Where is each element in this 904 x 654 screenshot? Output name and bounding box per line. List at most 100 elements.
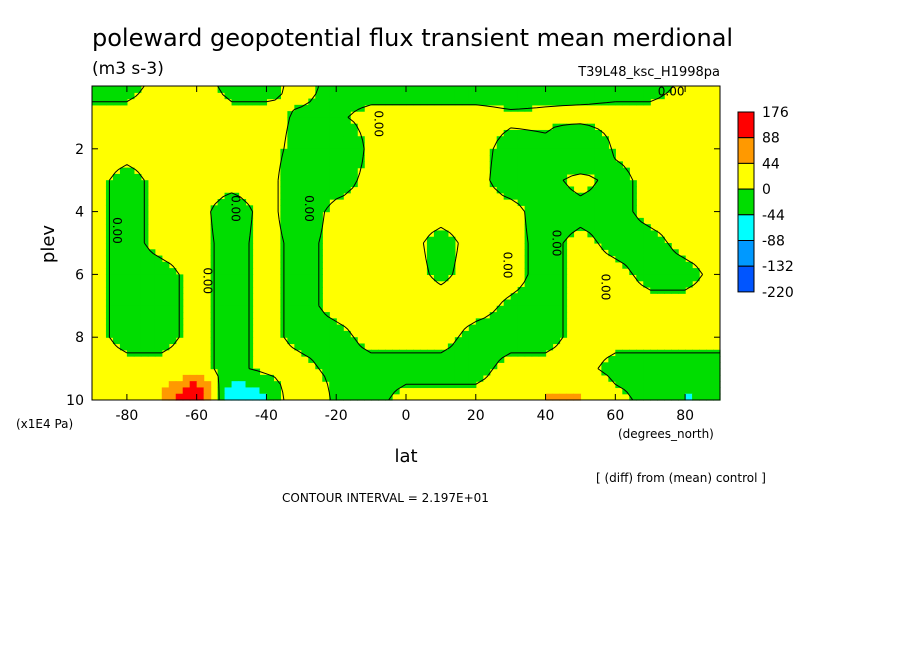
field-cell: [475, 86, 484, 93]
field-cell: [559, 224, 568, 232]
field-cell: [238, 92, 247, 100]
field-cell: [447, 236, 456, 244]
field-cell: [496, 312, 505, 319]
x-tick-label: -40: [255, 408, 278, 424]
field-cell: [343, 381, 351, 389]
field-cell: [685, 261, 693, 269]
field-cell: [357, 161, 365, 169]
field-cell: [238, 274, 247, 282]
field-cell: [343, 117, 351, 125]
field-cell: [224, 305, 233, 313]
field-cell: [357, 86, 365, 93]
field-cell: [217, 381, 226, 389]
field-cell: [580, 129, 589, 137]
field-cell: [524, 205, 533, 213]
field-cell: [112, 205, 121, 213]
field-cell: [538, 274, 547, 282]
field-cell: [447, 349, 456, 357]
field-cell: [545, 393, 554, 401]
field-cell: [140, 312, 149, 319]
field-cell: [217, 268, 226, 275]
field-cell: [147, 293, 156, 301]
field-cell: [678, 374, 686, 382]
field-cell: [301, 104, 309, 112]
field-cell: [566, 136, 575, 144]
field-cell: [147, 343, 156, 351]
field-cell: [105, 92, 114, 100]
field-cell: [566, 86, 575, 93]
field-cell: [196, 387, 205, 395]
field-cell: [552, 205, 561, 213]
field-cell: [447, 356, 456, 363]
field-cell: [671, 368, 679, 376]
field-cell: [336, 362, 344, 370]
field-cell: [217, 230, 226, 238]
field-cell: [440, 368, 449, 376]
field-cell: [168, 305, 177, 313]
field-cell: [315, 312, 323, 319]
field-cell: [573, 393, 582, 401]
x-tick-label: -80: [115, 408, 138, 424]
field-cell: [147, 280, 156, 288]
field-cell: [280, 173, 288, 181]
field-cell: [343, 129, 351, 137]
field-cell: [531, 293, 540, 301]
field-cell: [119, 205, 128, 213]
field-cell: [531, 217, 540, 225]
field-cell: [517, 330, 526, 338]
field-cell: [315, 142, 323, 150]
field-cell: [419, 92, 428, 100]
field-cell: [587, 148, 595, 156]
field-cell: [245, 387, 254, 395]
field-cell: [440, 349, 449, 357]
field-cell: [329, 111, 337, 118]
field-cell: [650, 274, 658, 282]
field-cell: [217, 86, 226, 93]
field-cell: [531, 243, 540, 250]
field-cell: [552, 255, 561, 263]
field-cell: [161, 305, 170, 313]
field-cell: [580, 167, 589, 175]
field-cell: [399, 356, 407, 363]
field-cell: [440, 374, 449, 382]
field-cell: [350, 362, 358, 370]
field-cell: [580, 161, 589, 169]
field-cell: [217, 305, 226, 313]
field-cell: [203, 381, 212, 389]
field-cell: [559, 86, 568, 93]
field-cell: [350, 368, 358, 376]
field-cell: [119, 230, 128, 238]
field-cell: [280, 186, 288, 194]
field-cell: [678, 381, 686, 389]
field-cell: [294, 243, 302, 250]
field-cell: [454, 349, 463, 357]
field-cell: [287, 249, 295, 257]
field-cell: [468, 330, 477, 338]
field-cell: [622, 211, 630, 219]
field-cell: [545, 211, 554, 219]
field-cell: [664, 356, 672, 363]
field-cell: [531, 155, 540, 162]
field-cell: [350, 343, 358, 351]
field-cell: [315, 224, 323, 232]
field-cell: [161, 293, 170, 301]
field-cell: [531, 98, 540, 106]
field-cell: [336, 136, 344, 144]
field-cell: [650, 92, 658, 100]
field-cell: [552, 161, 561, 169]
field-cell: [147, 255, 156, 263]
field-cell: [336, 92, 344, 100]
field-cell: [566, 161, 575, 169]
field-cell: [133, 305, 142, 313]
field-cell: [545, 92, 554, 100]
field-cell: [203, 393, 212, 401]
field-cell: [552, 393, 561, 401]
field-cell: [643, 356, 651, 363]
field-cell: [322, 161, 330, 169]
field-cell: [545, 330, 554, 338]
field-cell: [587, 136, 595, 144]
field-cell: [224, 92, 233, 100]
field-cell: [566, 192, 575, 200]
field-cell: [245, 374, 254, 382]
